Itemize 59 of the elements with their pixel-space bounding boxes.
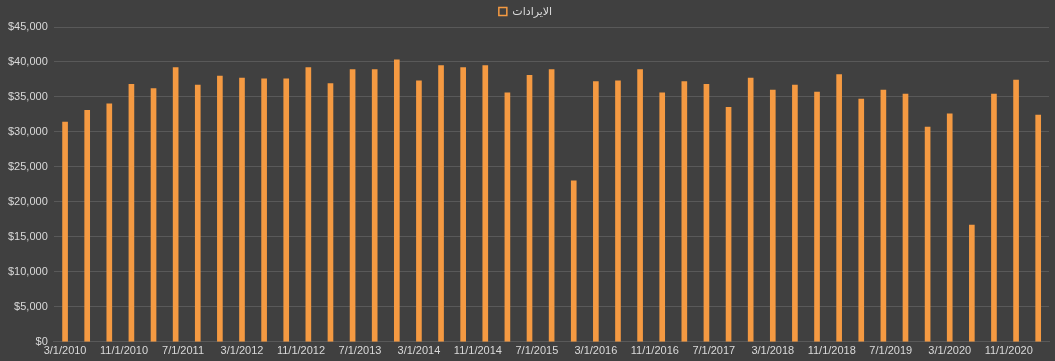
bar <box>438 65 444 342</box>
y-tick-label: $40,000 <box>8 55 48 68</box>
bar <box>615 80 621 342</box>
bar <box>106 103 113 342</box>
bar <box>681 81 688 342</box>
bar <box>217 75 223 342</box>
bar <box>637 69 643 342</box>
bar <box>62 121 68 342</box>
bar <box>593 81 599 342</box>
x-tick-label: 11/1/2020 <box>984 344 1033 357</box>
x-tick-label: 11/1/2018 <box>807 344 856 357</box>
bar <box>991 93 997 342</box>
bar <box>416 80 422 342</box>
y-tick-label: $10,000 <box>8 264 48 277</box>
x-tick-label: 3/1/2016 <box>574 344 618 357</box>
bar <box>261 78 267 342</box>
bar <box>814 91 820 342</box>
x-tick-label: 3/1/2020 <box>928 344 972 357</box>
x-tick-label: 7/1/2011 <box>162 344 205 357</box>
bar <box>969 224 975 342</box>
bar <box>747 77 754 342</box>
y-tick-label: $5,000 <box>14 299 48 312</box>
bar <box>769 89 776 342</box>
x-tick-label: 7/1/2019 <box>869 344 913 357</box>
bar <box>858 98 865 342</box>
bar <box>1013 79 1019 342</box>
y-tick-label: $30,000 <box>8 124 48 137</box>
x-tick-label: 3/1/2018 <box>751 344 795 357</box>
x-tick-label: 3/1/2010 <box>43 344 87 357</box>
bar <box>84 109 91 342</box>
bar <box>836 74 842 342</box>
x-tick-label: 11/1/2012 <box>276 344 326 357</box>
y-tick-label: $25,000 <box>8 159 48 172</box>
x-tick-label: 11/1/2016 <box>630 344 679 357</box>
bar <box>239 77 245 342</box>
bar <box>482 65 489 342</box>
bar <box>460 67 466 342</box>
y-tick-label: $15,000 <box>8 229 48 242</box>
bar <box>792 84 798 342</box>
bar <box>371 69 378 342</box>
legend-label: الايرادات <box>512 4 553 18</box>
bar <box>194 84 201 342</box>
y-tick-label: $35,000 <box>8 89 48 102</box>
x-tick-label: 3/1/2014 <box>397 344 441 357</box>
x-tick-label: 11/1/2010 <box>99 344 149 357</box>
x-tick-label: 3/1/2012 <box>220 344 264 357</box>
bar <box>283 78 290 342</box>
y-tick-label: $20,000 <box>8 194 48 207</box>
x-tick-label: 7/1/2017 <box>692 344 736 357</box>
bar <box>659 92 666 342</box>
y-tick-label: $0 <box>35 334 48 347</box>
bar <box>570 180 577 342</box>
bar <box>393 59 400 342</box>
x-tick-label: 7/1/2015 <box>515 344 559 357</box>
y-tick-label: $45,000 <box>8 20 48 33</box>
x-tick-label: 7/1/2013 <box>338 344 382 357</box>
bar <box>1035 114 1042 342</box>
bar <box>946 113 953 342</box>
x-tick-label: 11/1/2014 <box>453 344 502 357</box>
